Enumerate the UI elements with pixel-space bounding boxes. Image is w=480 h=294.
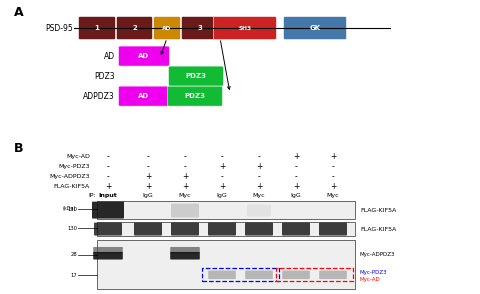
Bar: [97, 201, 354, 219]
Text: Myc: Myc: [178, 193, 191, 198]
Text: SH3: SH3: [238, 26, 251, 31]
Text: FLAG-KIF5A: FLAG-KIF5A: [359, 227, 396, 232]
FancyBboxPatch shape: [92, 202, 124, 218]
Text: 2: 2: [132, 25, 137, 31]
Text: FLAG-KIF5A: FLAG-KIF5A: [54, 184, 90, 189]
Text: PDZ3: PDZ3: [184, 93, 205, 99]
Text: Myc-ADPDZ3: Myc-ADPDZ3: [359, 252, 395, 257]
FancyBboxPatch shape: [118, 86, 169, 106]
Text: ADPDZ3: ADPDZ3: [83, 92, 115, 101]
FancyBboxPatch shape: [170, 252, 199, 260]
Text: +: +: [144, 182, 151, 191]
FancyBboxPatch shape: [116, 16, 152, 40]
Text: 3: 3: [197, 25, 202, 31]
Text: -: -: [146, 152, 149, 161]
Text: -: -: [220, 152, 223, 161]
Text: +: +: [144, 172, 151, 181]
FancyBboxPatch shape: [170, 247, 199, 253]
FancyBboxPatch shape: [244, 223, 273, 235]
FancyBboxPatch shape: [118, 46, 169, 66]
FancyBboxPatch shape: [171, 223, 199, 235]
Text: +: +: [218, 182, 225, 191]
Text: +: +: [181, 172, 188, 181]
Bar: [276, 268, 352, 281]
FancyBboxPatch shape: [171, 204, 199, 218]
Text: -: -: [107, 172, 109, 181]
Bar: [97, 240, 354, 289]
Text: -: -: [107, 152, 109, 161]
Bar: [97, 222, 354, 236]
Text: IgG: IgG: [143, 193, 153, 198]
Text: AD: AD: [162, 26, 171, 31]
Text: -: -: [294, 162, 297, 171]
Text: AD: AD: [138, 93, 149, 99]
Text: -: -: [220, 172, 223, 181]
Text: -: -: [107, 162, 109, 171]
FancyBboxPatch shape: [319, 270, 346, 279]
FancyBboxPatch shape: [93, 252, 122, 260]
FancyBboxPatch shape: [167, 86, 222, 106]
FancyBboxPatch shape: [318, 223, 346, 235]
FancyBboxPatch shape: [168, 66, 223, 86]
Text: GK: GK: [309, 25, 320, 31]
Text: -: -: [294, 172, 297, 181]
Text: Myc: Myc: [252, 193, 265, 198]
Text: -: -: [183, 152, 186, 161]
Text: A: A: [14, 6, 24, 19]
Text: (kDa): (kDa): [63, 206, 76, 211]
Text: +: +: [105, 182, 111, 191]
FancyBboxPatch shape: [153, 16, 180, 40]
FancyBboxPatch shape: [94, 223, 122, 235]
FancyBboxPatch shape: [134, 223, 162, 235]
Text: +: +: [181, 182, 188, 191]
FancyBboxPatch shape: [208, 270, 235, 279]
Text: Myc-AD: Myc-AD: [66, 154, 90, 159]
Text: Myc: Myc: [326, 193, 338, 198]
Text: Myc-AD: Myc-AD: [359, 277, 380, 282]
Text: FLAG-KIF5A: FLAG-KIF5A: [359, 208, 396, 213]
Text: 28: 28: [70, 252, 77, 257]
Text: Myc-PDZ3: Myc-PDZ3: [359, 270, 387, 275]
FancyBboxPatch shape: [93, 247, 122, 253]
Text: +: +: [292, 182, 299, 191]
Text: IP:: IP:: [88, 193, 96, 198]
Text: +: +: [255, 162, 262, 171]
Text: 1: 1: [95, 25, 99, 31]
FancyBboxPatch shape: [282, 270, 309, 279]
Text: AD: AD: [138, 53, 149, 59]
Text: IgG: IgG: [216, 193, 227, 198]
Text: -: -: [257, 152, 260, 161]
Text: 130: 130: [67, 226, 77, 231]
FancyBboxPatch shape: [207, 223, 236, 235]
Text: IgG: IgG: [290, 193, 301, 198]
Text: -: -: [183, 162, 186, 171]
Text: +: +: [329, 182, 336, 191]
Bar: [202, 268, 278, 281]
Text: -: -: [146, 162, 149, 171]
Text: PDZ3: PDZ3: [185, 73, 206, 79]
FancyBboxPatch shape: [245, 270, 272, 279]
FancyBboxPatch shape: [247, 205, 270, 217]
Text: 17: 17: [70, 273, 77, 278]
Text: Myc-PDZ3: Myc-PDZ3: [58, 164, 90, 169]
Text: PDZ3: PDZ3: [94, 72, 115, 81]
Text: 130: 130: [67, 207, 77, 212]
Text: AD: AD: [104, 51, 115, 61]
Text: -: -: [257, 172, 260, 181]
FancyBboxPatch shape: [213, 16, 276, 40]
Text: Input: Input: [98, 193, 117, 198]
Text: Myc-ADPDZ3: Myc-ADPDZ3: [49, 174, 90, 179]
FancyBboxPatch shape: [78, 16, 115, 40]
Text: B: B: [14, 142, 24, 155]
Text: -: -: [331, 162, 334, 171]
FancyBboxPatch shape: [281, 223, 309, 235]
Text: +: +: [292, 152, 299, 161]
Text: +: +: [218, 162, 225, 171]
FancyBboxPatch shape: [181, 16, 217, 40]
Text: +: +: [329, 152, 336, 161]
FancyBboxPatch shape: [283, 16, 346, 40]
Text: +: +: [255, 182, 262, 191]
Text: -: -: [331, 172, 334, 181]
Text: PSD-95: PSD-95: [45, 24, 73, 33]
